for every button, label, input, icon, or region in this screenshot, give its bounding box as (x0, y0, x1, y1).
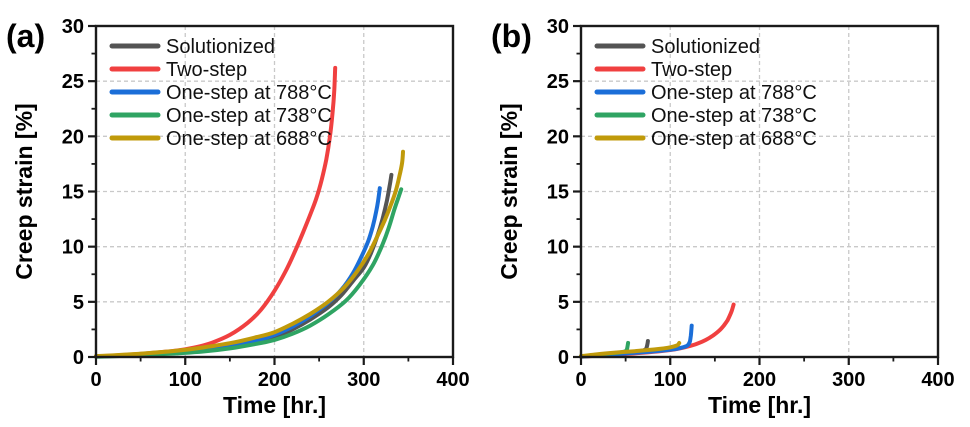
legend-item-two-step: Two-step (109, 59, 247, 81)
legend-item-two-step: Two-step (594, 59, 732, 81)
x-tick-label-200: 200 (258, 369, 291, 391)
series-line-solutionized (94, 172, 394, 359)
legend-item-one-step-at-688-c: One-step at 688°C (109, 128, 332, 150)
legend-item-one-step-at-738-c: One-step at 738°C (109, 105, 332, 127)
legend-label-one-step-at-788-c: One-step at 788°C (166, 82, 332, 104)
y-tick-label-20: 20 (547, 126, 569, 148)
y-tick-label-0: 0 (73, 347, 84, 369)
y-tick-label-30: 30 (62, 16, 84, 38)
legend-item-solutionized: Solutionized (109, 36, 275, 58)
y-tick-label-25: 25 (547, 71, 569, 93)
legend-label-solutionized: Solutionized (651, 36, 760, 58)
x-tick-label-100: 100 (654, 369, 687, 391)
legend-label-two-step: Two-step (166, 59, 247, 81)
y-tick-label-15: 15 (547, 182, 569, 204)
panel-label: (b) (491, 18, 532, 54)
y-tick-label-10: 10 (547, 237, 569, 259)
y-tick-label-25: 25 (62, 71, 84, 93)
legend-item-one-step-at-788-c: One-step at 788°C (109, 82, 332, 104)
series-line-one-step-at-688-c (579, 341, 682, 359)
x-tick-label-400: 400 (436, 369, 469, 391)
legend-item-solutionized: Solutionized (594, 36, 760, 58)
x-tick-label-200: 200 (743, 369, 776, 391)
series-line-one-step-at-738-c (94, 187, 404, 359)
y-tick-label-5: 5 (73, 292, 84, 314)
x-tick-label-0: 0 (575, 369, 586, 391)
panel-label: (a) (6, 18, 45, 54)
legend-label-solutionized: Solutionized (166, 36, 275, 58)
y-tick-label-15: 15 (62, 182, 84, 204)
x-axis-title: Time [hr.] (223, 392, 326, 418)
y-tick-label-30: 30 (547, 16, 569, 38)
y-axis-title: Creep strain [%] (11, 103, 37, 279)
x-tick-label-300: 300 (832, 369, 865, 391)
legend-item-one-step-at-688-c: One-step at 688°C (594, 128, 817, 150)
legend-item-one-step-at-738-c: One-step at 738°C (594, 105, 817, 127)
legend-label-one-step-at-738-c: One-step at 738°C (166, 105, 332, 127)
y-tick-label-20: 20 (62, 126, 84, 148)
y-tick-label-5: 5 (558, 292, 569, 314)
legend-label-one-step-at-688-c: One-step at 688°C (166, 128, 332, 150)
x-axis-title: Time [hr.] (708, 392, 811, 418)
y-axis-title: Creep strain [%] (496, 103, 522, 279)
chart-panel-a: 0 100 200 300 400 0 5 10 15 20 25 30 Time [hr.] Creep… (6, 16, 470, 418)
y-tick-label-0: 0 (558, 347, 569, 369)
y-tick-label-10: 10 (62, 237, 84, 259)
legend-item-one-step-at-788-c: One-step at 788°C (594, 82, 817, 104)
legend-label-one-step-at-738-c: One-step at 738°C (651, 105, 817, 127)
series-line-one-step-at-688-c (94, 149, 405, 359)
legend-label-two-step: Two-step (651, 59, 732, 81)
x-tick-label-0: 0 (90, 369, 101, 391)
x-tick-label-300: 300 (347, 369, 380, 391)
x-tick-label-400: 400 (921, 369, 954, 391)
legend-label-one-step-at-688-c: One-step at 688°C (651, 128, 817, 150)
x-tick-label-100: 100 (169, 369, 202, 391)
panel-a: 0 100 200 300 400 0 5 10 15 20 25 30 Time [hr.] Creep… (6, 16, 470, 418)
chart-panel-b: 0 100 200 300 400 0 5 10 15 20 25 30 Time [hr.] Creep… (491, 16, 955, 418)
legend-label-one-step-at-788-c: One-step at 788°C (651, 82, 817, 104)
panel-b: 0 100 200 300 400 0 5 10 15 20 25 30 Time [hr.] Creep… (485, 0, 970, 427)
